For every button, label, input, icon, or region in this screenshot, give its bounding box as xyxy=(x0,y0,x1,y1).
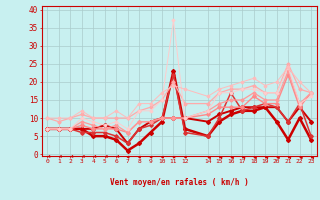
X-axis label: Vent moyen/en rafales ( km/h ): Vent moyen/en rafales ( km/h ) xyxy=(110,178,249,187)
